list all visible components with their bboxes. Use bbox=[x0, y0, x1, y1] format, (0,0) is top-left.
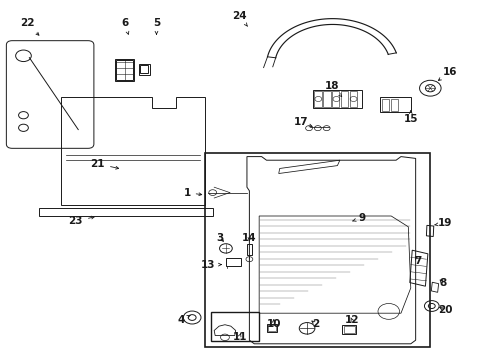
Bar bbox=[312, 90, 361, 108]
Text: 19: 19 bbox=[434, 218, 451, 228]
Bar bbox=[342, 325, 355, 334]
Text: 15: 15 bbox=[403, 111, 417, 124]
Text: 11: 11 bbox=[232, 332, 246, 342]
Text: 23: 23 bbox=[68, 216, 94, 226]
Text: 13: 13 bbox=[200, 260, 221, 270]
Text: 5: 5 bbox=[153, 18, 160, 34]
Text: 4: 4 bbox=[177, 315, 190, 325]
Bar bbox=[116, 60, 133, 80]
Bar bbox=[314, 91, 321, 107]
Bar bbox=[140, 65, 148, 73]
Text: 24: 24 bbox=[232, 11, 247, 26]
Bar bbox=[266, 324, 277, 332]
Bar bbox=[343, 326, 354, 333]
Text: 3: 3 bbox=[216, 233, 223, 243]
Text: 8: 8 bbox=[438, 278, 445, 288]
Bar bbox=[340, 91, 347, 107]
Bar bbox=[349, 91, 356, 107]
Bar bbox=[267, 325, 275, 331]
Text: 9: 9 bbox=[352, 213, 365, 223]
Bar bbox=[139, 64, 149, 75]
Bar bbox=[246, 244, 251, 255]
Bar bbox=[331, 91, 339, 107]
Text: 1: 1 bbox=[183, 188, 201, 198]
Text: 18: 18 bbox=[325, 81, 341, 96]
Text: 10: 10 bbox=[266, 319, 281, 329]
Text: 6: 6 bbox=[121, 18, 128, 34]
Bar bbox=[380, 97, 410, 112]
Bar bbox=[323, 91, 330, 107]
Bar bbox=[205, 153, 429, 347]
Text: 2: 2 bbox=[311, 319, 318, 329]
Bar bbox=[382, 99, 388, 111]
Text: 21: 21 bbox=[90, 159, 119, 169]
Text: 17: 17 bbox=[293, 117, 311, 127]
Text: 20: 20 bbox=[437, 305, 451, 315]
Bar bbox=[211, 312, 259, 341]
Text: 12: 12 bbox=[344, 315, 359, 325]
Text: 14: 14 bbox=[242, 233, 256, 243]
Text: 22: 22 bbox=[20, 18, 39, 35]
Bar bbox=[39, 208, 212, 216]
Bar bbox=[115, 59, 134, 81]
Bar bbox=[226, 258, 241, 266]
Bar bbox=[390, 99, 397, 111]
Text: 7: 7 bbox=[413, 256, 421, 266]
Text: 16: 16 bbox=[438, 67, 456, 80]
